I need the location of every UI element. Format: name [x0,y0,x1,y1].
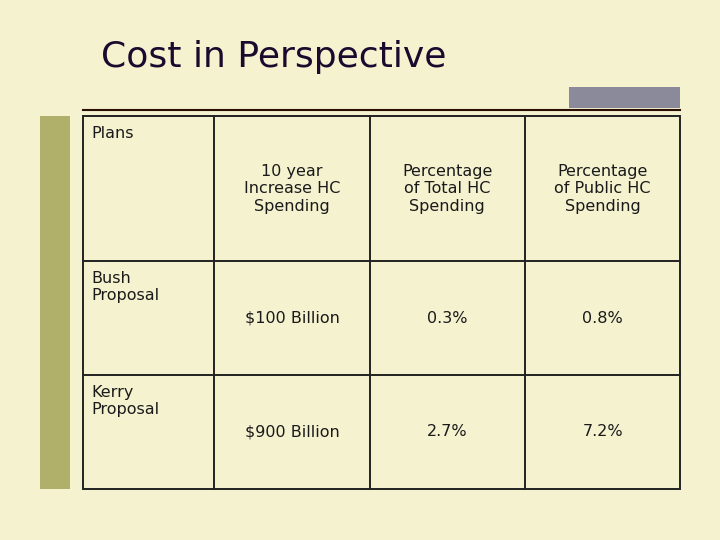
Text: 0.8%: 0.8% [582,310,623,326]
Text: 10 year
Increase HC
Spending: 10 year Increase HC Spending [244,164,340,214]
Text: 0.3%: 0.3% [427,310,467,326]
Text: $100 Billion: $100 Billion [245,310,339,326]
Text: Cost in Perspective: Cost in Perspective [101,40,446,75]
Text: Bush
Proposal: Bush Proposal [91,271,160,303]
Text: Plans: Plans [91,126,134,141]
Text: Percentage
of Total HC
Spending: Percentage of Total HC Spending [402,164,492,214]
Text: Percentage
of Public HC
Spending: Percentage of Public HC Spending [554,164,651,214]
Text: 7.2%: 7.2% [582,424,623,440]
Text: $900 Billion: $900 Billion [245,424,339,440]
Text: 2.7%: 2.7% [427,424,468,440]
Text: Kerry
Proposal: Kerry Proposal [91,384,160,417]
